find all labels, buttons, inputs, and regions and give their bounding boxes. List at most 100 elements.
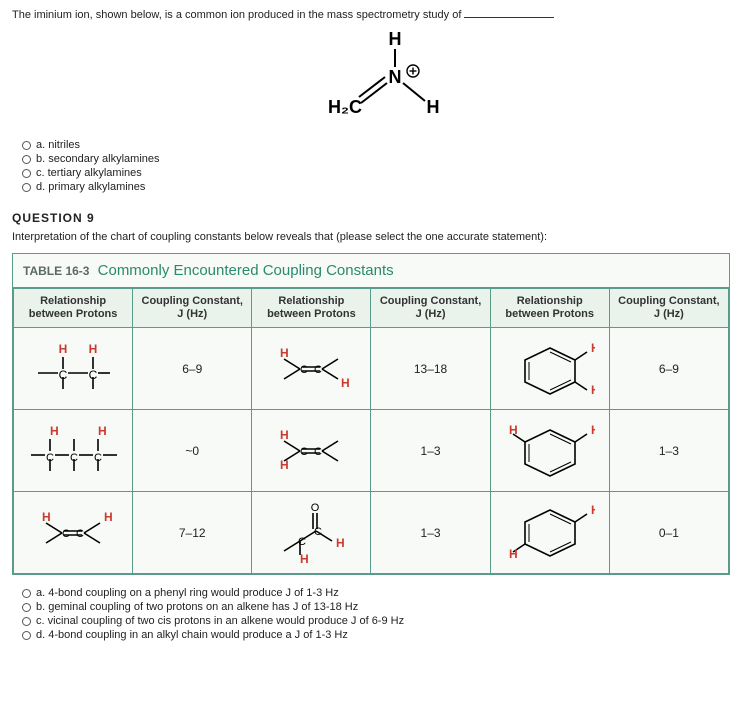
th-text: Coupling Constant, J (Hz) — [380, 295, 481, 320]
cell-diagram: H H — [490, 492, 609, 574]
cell-diagram: C C H H — [14, 328, 133, 410]
cell-diagram: H H — [490, 328, 609, 410]
q1-option-d[interactable]: d. primary alkylamines — [22, 181, 730, 193]
svg-text:H: H — [50, 424, 59, 438]
fill-blank — [464, 8, 554, 18]
svg-text:H: H — [591, 383, 595, 397]
radio-icon — [22, 141, 31, 150]
q2-header: QUESTION 9 — [12, 211, 730, 225]
th-text: Relationship between Protons — [267, 295, 356, 320]
q2-option-a[interactable]: a. 4-bond coupling on a phenyl ring woul… — [22, 587, 730, 599]
svg-text:C: C — [298, 536, 306, 548]
cell-value: 1–3 — [609, 410, 728, 492]
opt-label: d. 4-bond coupling in an alkyl chain wou… — [36, 629, 348, 641]
svg-text:C: C — [314, 364, 322, 376]
svg-text:H: H — [104, 510, 113, 524]
svg-text:H: H — [59, 342, 68, 356]
opt-label: b. geminal coupling of two protons on an… — [36, 601, 358, 613]
q2-option-d[interactable]: d. 4-bond coupling in an alkyl chain wou… — [22, 629, 730, 641]
opt-label: a. 4-bond coupling on a phenyl ring woul… — [36, 587, 339, 599]
svg-text:H: H — [509, 423, 518, 437]
cell-diagram: C C H H — [252, 328, 371, 410]
cell-value: 6–9 — [609, 328, 728, 410]
coupling-table: TABLE 16-3 Commonly Encountered Coupling… — [12, 253, 730, 575]
cell-value: 6–9 — [133, 328, 252, 410]
th-text: Relationship between Protons — [505, 295, 594, 320]
svg-text:H: H — [89, 342, 98, 356]
svg-text:C: C — [46, 452, 54, 464]
q2-option-b[interactable]: b. geminal coupling of two protons on an… — [22, 601, 730, 613]
table-row: C C H H 6–9 C C H — [14, 328, 729, 410]
q1-option-c[interactable]: c. tertiary alkylamines — [22, 167, 730, 179]
svg-text:C: C — [300, 446, 308, 458]
svg-text:H: H — [98, 424, 107, 438]
svg-text:C: C — [314, 526, 322, 538]
table-number: TABLE 16-3 — [23, 264, 89, 278]
svg-text:H: H — [280, 346, 289, 360]
svg-text:O: O — [311, 502, 320, 514]
svg-text:H: H — [280, 458, 289, 472]
svg-text:N: N — [389, 67, 402, 87]
svg-text:H₂C: H₂C — [328, 97, 362, 117]
svg-text:H: H — [427, 97, 440, 117]
q1-options: a. nitriles b. secondary alkylamines c. … — [22, 139, 730, 193]
table-title-text: Commonly Encountered Coupling Constants — [98, 262, 394, 279]
radio-icon — [22, 603, 31, 612]
svg-text:H: H — [280, 428, 289, 442]
svg-text:H: H — [300, 552, 309, 565]
th-cc-2: Coupling Constant, J (Hz) — [371, 289, 490, 328]
th-text: Relationship between Protons — [29, 295, 118, 320]
svg-text:C: C — [76, 528, 84, 540]
svg-text:C: C — [314, 446, 322, 458]
svg-text:H: H — [341, 376, 350, 390]
svg-text:C: C — [62, 528, 70, 540]
cell-value: 0–1 — [609, 492, 728, 574]
q1-option-a[interactable]: a. nitriles — [22, 139, 730, 151]
opt-label: a. nitriles — [36, 139, 80, 151]
table-title: TABLE 16-3 Commonly Encountered Coupling… — [13, 254, 729, 288]
th-rel-3: Relationship between Protons — [490, 289, 609, 328]
svg-text:C: C — [300, 364, 308, 376]
th-text: Coupling Constant, J (Hz) — [618, 295, 719, 320]
radio-icon — [22, 183, 31, 192]
radio-icon — [22, 631, 31, 640]
opt-label: b. secondary alkylamines — [36, 153, 160, 165]
svg-text:C: C — [70, 452, 78, 464]
cell-diagram: H H — [490, 410, 609, 492]
cell-value: 7–12 — [133, 492, 252, 574]
radio-icon — [22, 589, 31, 598]
svg-text:C: C — [89, 368, 98, 382]
iminium-structure: H N H₂C H — [42, 31, 730, 121]
opt-label: c. tertiary alkylamines — [36, 167, 142, 179]
svg-text:H: H — [509, 547, 518, 561]
cell-value: 13–18 — [371, 328, 490, 410]
cell-diagram: C C H H — [252, 410, 371, 492]
th-rel-1: Relationship between Protons — [14, 289, 133, 328]
opt-label: d. primary alkylamines — [36, 181, 145, 193]
cell-value: ~0 — [133, 410, 252, 492]
cell-value: 1–3 — [371, 492, 490, 574]
th-rel-2: Relationship between Protons — [252, 289, 371, 328]
svg-text:H: H — [42, 510, 51, 524]
svg-text:H: H — [591, 423, 595, 437]
th-text: Coupling Constant, J (Hz) — [142, 295, 243, 320]
q1-prompt-text: The iminium ion, shown below, is a commo… — [12, 9, 461, 21]
svg-text:C: C — [94, 452, 102, 464]
radio-icon — [22, 169, 31, 178]
q2-option-c[interactable]: c. vicinal coupling of two cis protons i… — [22, 615, 730, 627]
q1-option-b[interactable]: b. secondary alkylamines — [22, 153, 730, 165]
q2-prompt: Interpretation of the chart of coupling … — [12, 231, 730, 243]
cell-value: 1–3 — [371, 410, 490, 492]
table-row: C C C H H ~0 C C — [14, 410, 729, 492]
th-cc-1: Coupling Constant, J (Hz) — [133, 289, 252, 328]
q2-options: a. 4-bond coupling on a phenyl ring woul… — [22, 587, 730, 641]
opt-label: c. vicinal coupling of two cis protons i… — [36, 615, 404, 627]
cell-diagram: C C C H H — [14, 410, 133, 492]
svg-text:H: H — [591, 341, 595, 355]
th-cc-3: Coupling Constant, J (Hz) — [609, 289, 728, 328]
svg-text:C: C — [59, 368, 68, 382]
radio-icon — [22, 617, 31, 626]
cell-diagram: O C C H H — [252, 492, 371, 574]
q1-prompt: The iminium ion, shown below, is a commo… — [12, 8, 730, 21]
radio-icon — [22, 155, 31, 164]
